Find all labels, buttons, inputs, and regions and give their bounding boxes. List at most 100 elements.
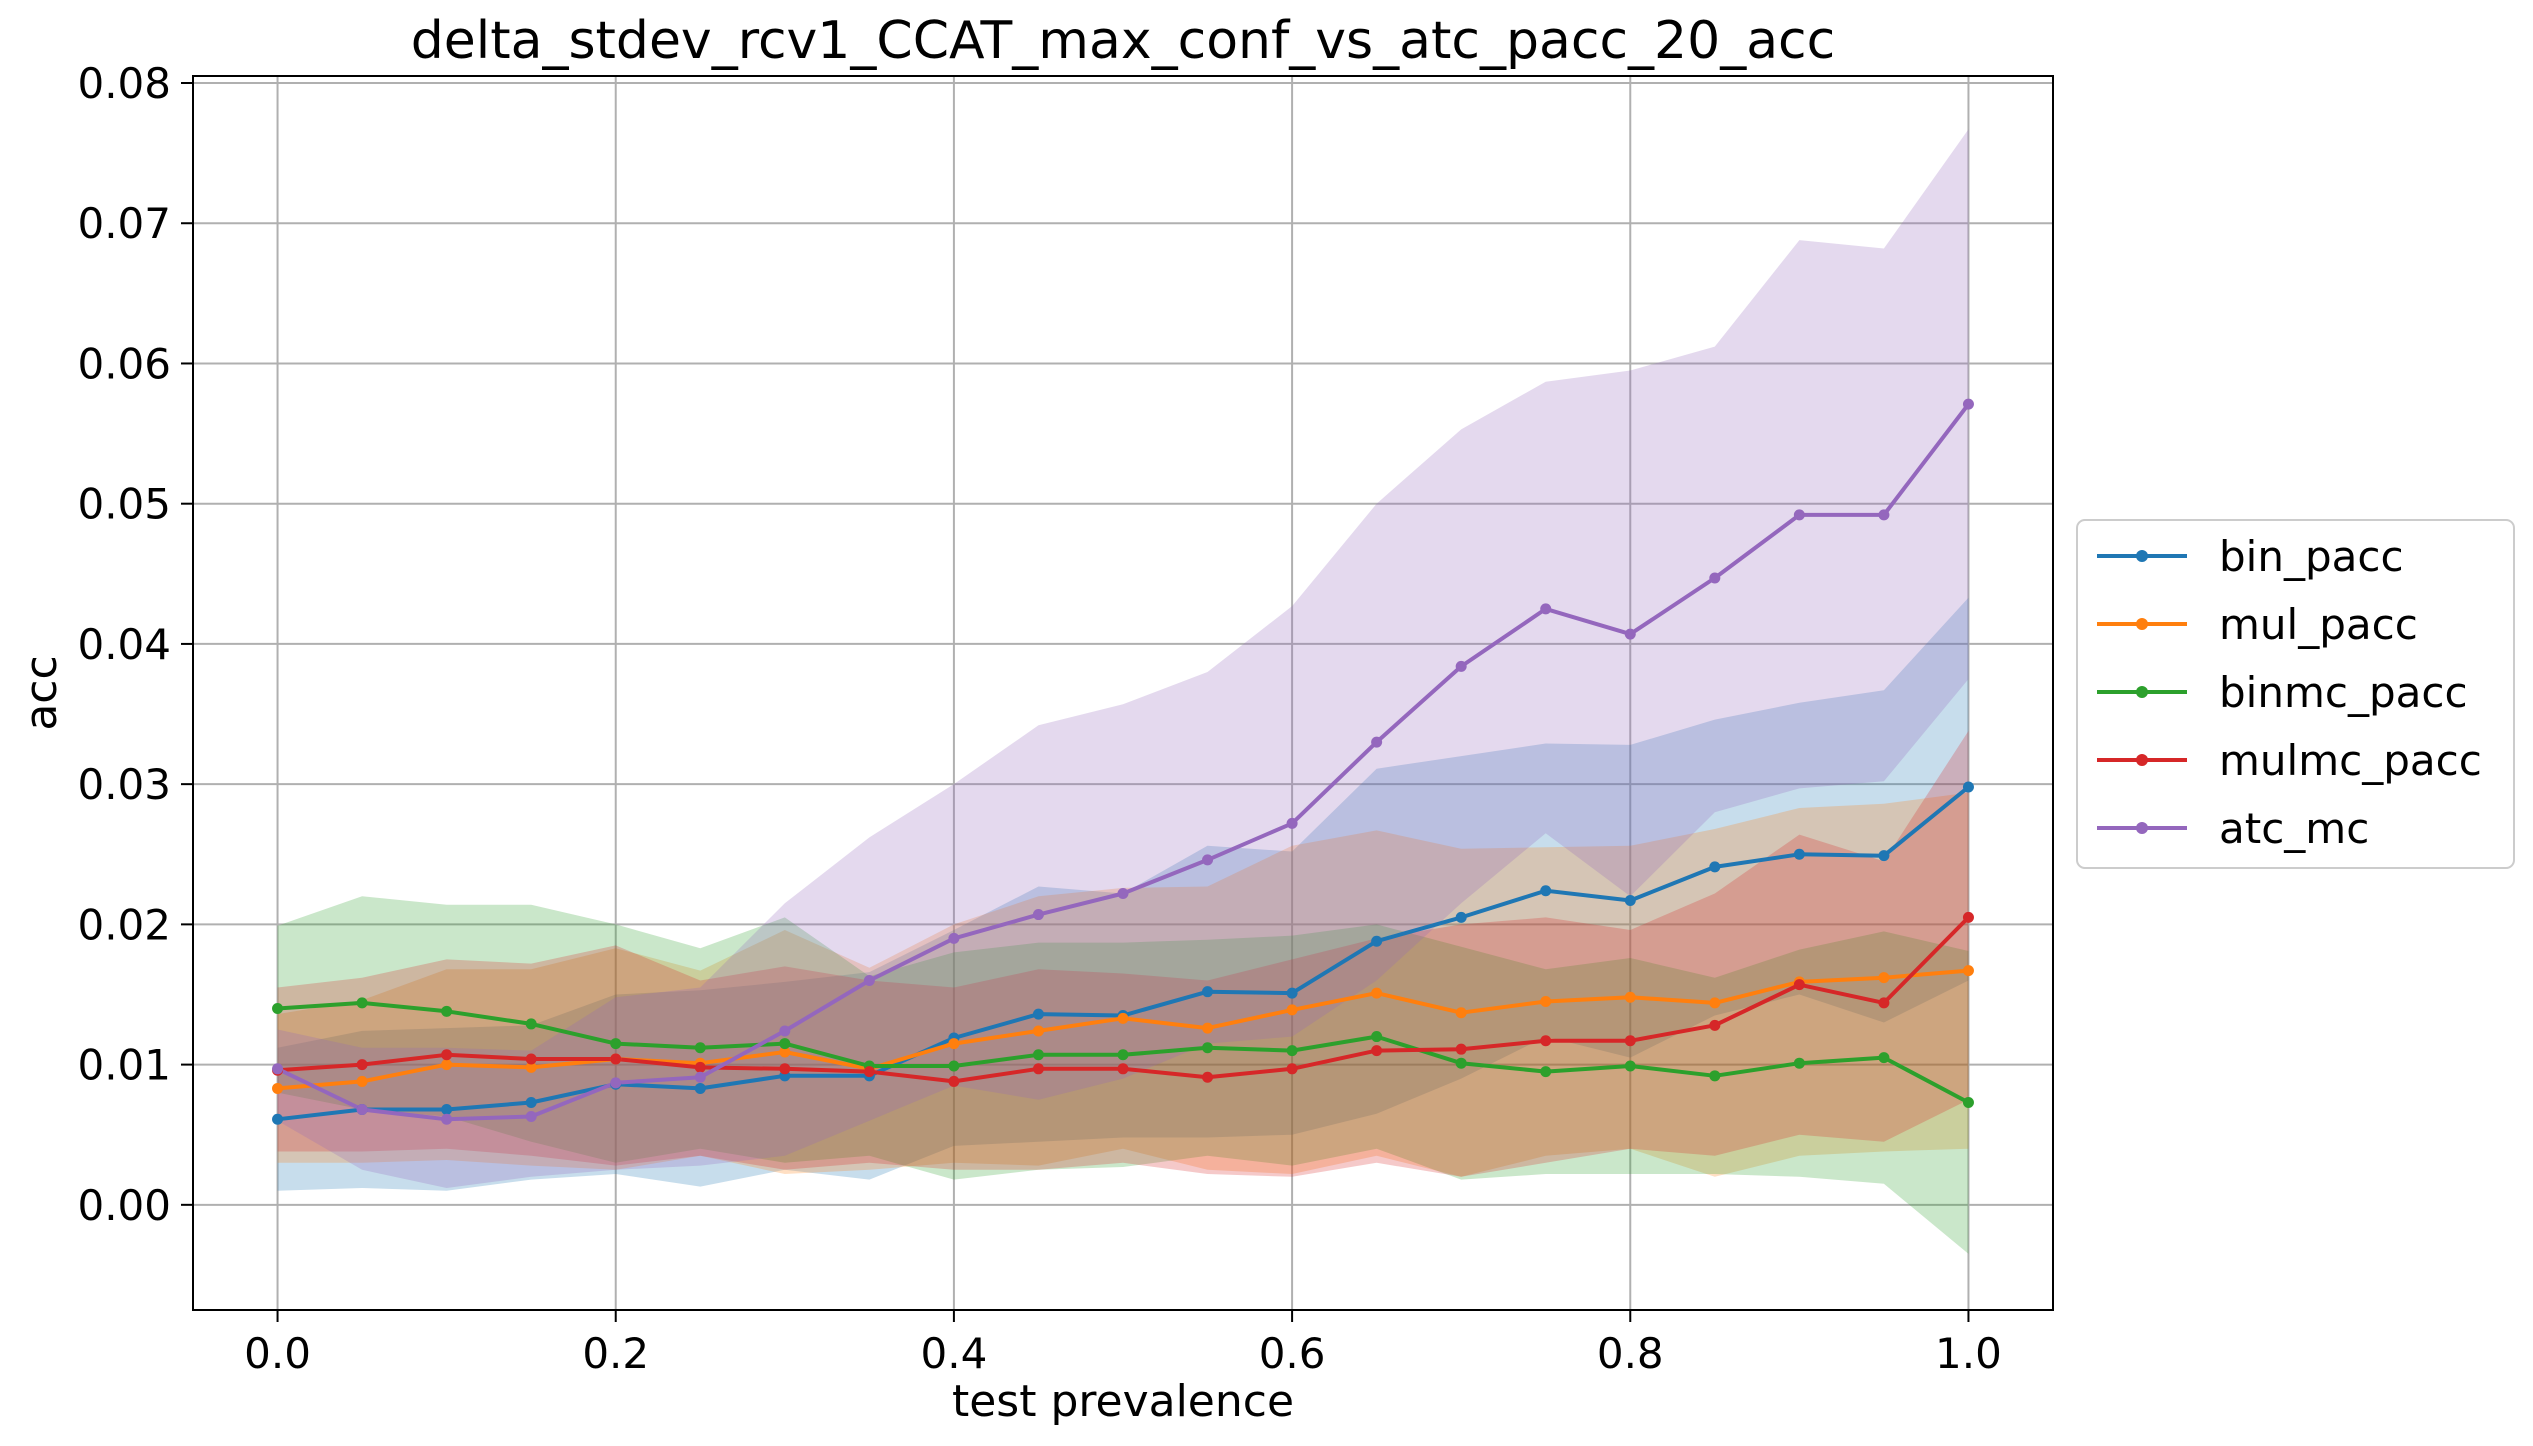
y-axis-ticks: 0.00 0.01 0.02 0.03 0.04 0.05 0.06 0.07 0.08	[77, 59, 193, 1230]
atc_mc-point	[1455, 660, 1467, 672]
atc_mc-point	[1624, 628, 1636, 640]
bin_pacc-point	[1624, 895, 1636, 907]
binmc_pacc-point	[1286, 1045, 1298, 1057]
y-tick-label: 0.04	[77, 620, 171, 669]
mul_pacc-point	[1709, 997, 1721, 1009]
atc_mc-point	[1793, 509, 1805, 521]
atc_mc-point	[779, 1025, 791, 1037]
binmc_pacc-point	[272, 1003, 284, 1015]
mulmc_pacc-point	[948, 1075, 960, 1087]
atc_mc-point	[1371, 736, 1383, 748]
bin_pacc-point	[525, 1096, 537, 1108]
x-tick-label: 0.4	[921, 1329, 988, 1378]
mulmc_pacc-point	[779, 1063, 791, 1075]
bin_pacc-point	[441, 1103, 453, 1115]
bin_pacc-point	[1709, 861, 1721, 873]
binmc_pacc-point	[948, 1060, 960, 1072]
y-tick-label: 0.01	[77, 1041, 171, 1090]
series-markers	[272, 398, 1974, 1125]
mulmc_pacc-point	[525, 1053, 537, 1065]
atc_mc-point	[948, 932, 960, 944]
mul_pacc-point	[1371, 987, 1383, 999]
mul_pacc-point	[1117, 1012, 1129, 1024]
atc_mc-point	[1286, 817, 1298, 829]
bin_pacc-point	[1032, 1008, 1044, 1020]
binmc_pacc-point	[441, 1005, 453, 1017]
chart-title: delta_stdev_rcv1_CCAT_max_conf_vs_atc_pa…	[411, 11, 1836, 71]
atc_mc-point	[610, 1077, 622, 1089]
atc_mc-point	[356, 1103, 368, 1115]
atc_mc-point	[441, 1113, 453, 1125]
binmc_pacc-point	[610, 1038, 622, 1050]
legend-entry: mul_pacc	[2219, 600, 2418, 649]
x-tick-label: 1.0	[1935, 1329, 2002, 1378]
binmc_pacc-point	[1117, 1049, 1129, 1061]
mul_pacc-point	[356, 1075, 368, 1087]
mulmc_pacc-point	[1371, 1045, 1383, 1057]
mulmc_pacc-point	[1117, 1063, 1129, 1075]
y-tick-label: 0.07	[77, 199, 171, 248]
mulmc_pacc-point	[610, 1053, 622, 1065]
bin_pacc-point	[1371, 935, 1383, 947]
binmc_pacc-point	[779, 1038, 791, 1050]
y-tick-label: 0.03	[77, 760, 171, 809]
x-tick-label: 0.0	[244, 1329, 311, 1378]
binmc_pacc-point	[1455, 1057, 1467, 1069]
mulmc_pacc-point	[863, 1066, 875, 1078]
mul_pacc-point	[441, 1059, 453, 1071]
legend-entry: bin_pacc	[2219, 532, 2404, 581]
mulmc_pacc-point	[694, 1061, 706, 1073]
y-tick-label: 0.08	[77, 59, 171, 108]
mulmc_pacc-point	[1032, 1063, 1044, 1075]
atc_mc-point	[1032, 909, 1044, 921]
binmc_pacc-point	[1962, 1096, 1974, 1108]
legend-entry: atc_mc	[2219, 804, 2369, 853]
atc_mc-point	[1709, 572, 1721, 584]
mul_pacc-point	[1878, 972, 1890, 984]
bin_pacc-point	[1793, 848, 1805, 860]
y-tick-label: 0.00	[77, 1181, 171, 1230]
plot-frame	[192, 75, 2054, 1311]
legend-entry: mulmc_pacc	[2219, 736, 2482, 785]
atc_mc-band	[277, 129, 1969, 1188]
binmc_pacc-point	[694, 1042, 706, 1054]
bin_pacc-point	[272, 1113, 284, 1125]
bin_pacc-point	[1878, 850, 1890, 862]
mul_pacc-point	[1540, 996, 1552, 1007]
mulmc_pacc-point	[1962, 911, 1974, 923]
mul_pacc-point	[1202, 1022, 1214, 1034]
binmc_pacc-point	[1709, 1070, 1721, 1082]
y-axis-label: acc	[16, 655, 67, 730]
atc_mc-point	[272, 1063, 284, 1075]
atc_mc-point	[1878, 509, 1890, 521]
binmc_pacc-point	[1878, 1052, 1890, 1064]
x-tick-label: 0.8	[1597, 1329, 1664, 1378]
mulmc_pacc-point	[1286, 1063, 1298, 1075]
x-axis-label: test prevalence	[952, 1376, 1294, 1427]
mulmc_pacc-point	[1624, 1035, 1636, 1047]
y-tick-label: 0.02	[77, 900, 171, 949]
bin_pacc-point	[1202, 986, 1214, 998]
mulmc_pacc-point	[1878, 997, 1890, 1009]
binmc_pacc-point	[1371, 1031, 1383, 1043]
mulmc_pacc-point	[1455, 1043, 1467, 1055]
mul_pacc-point	[1286, 1004, 1298, 1016]
mul_pacc-point	[525, 1061, 537, 1073]
mul_pacc-point	[1624, 991, 1636, 1003]
binmc_pacc-point	[1793, 1057, 1805, 1069]
mul_pacc-point	[1962, 965, 1974, 977]
bin_pacc-point	[1962, 781, 1974, 793]
bin_pacc-point	[694, 1082, 706, 1094]
x-axis-ticks: 0.0 0.2 0.4 0.6 0.8 1.0	[244, 1310, 2002, 1378]
legend-marker	[2136, 618, 2148, 630]
mul_pacc-point	[272, 1082, 284, 1094]
binmc_pacc-point	[1032, 1049, 1044, 1061]
mul_pacc-point	[948, 1038, 960, 1050]
mulmc_pacc-point	[1540, 1035, 1552, 1047]
x-tick-label: 0.2	[582, 1329, 649, 1378]
mulmc_pacc-point	[1202, 1071, 1214, 1083]
mulmc_pacc-point	[1793, 979, 1805, 991]
legend-frame	[2076, 519, 2515, 869]
binmc_pacc-point	[1202, 1042, 1214, 1054]
